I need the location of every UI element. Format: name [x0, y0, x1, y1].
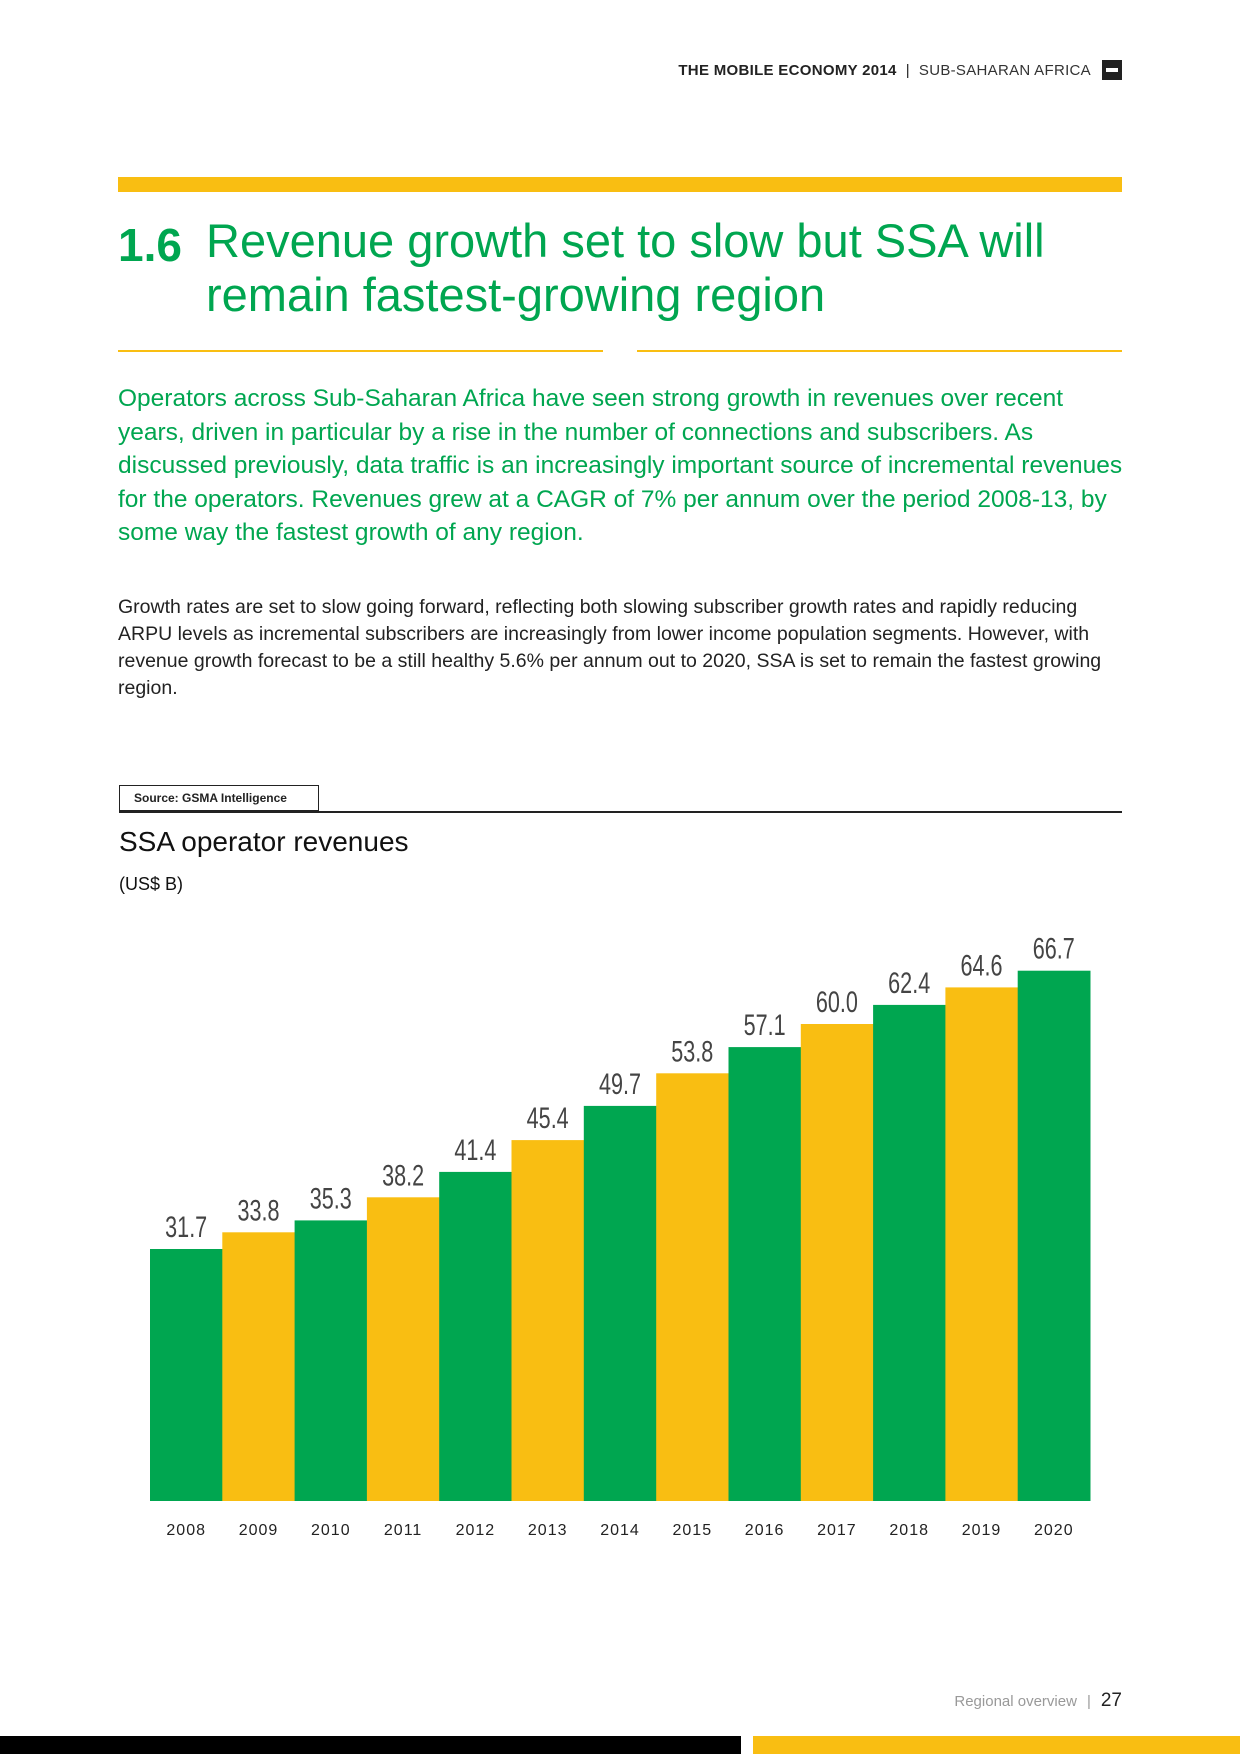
bar-2010	[294, 1220, 368, 1501]
data-label-2015: 53.8	[671, 1034, 713, 1068]
data-label-2018: 62.4	[888, 965, 930, 999]
bottom-bar-yellow	[753, 1736, 1240, 1754]
bar-2018	[873, 1004, 946, 1501]
revenue-bar-chart: 31.7 2008 33.8 2009 35.3 2010 38.2 2011 41.4 2012…	[150, 931, 1091, 1539]
section-title: Revenue growth set to slow but SSA will …	[206, 214, 1045, 321]
data-label-2019: 64.6	[960, 948, 1002, 982]
data-label-2010: 35.3	[310, 1181, 352, 1215]
data-label-2012: 41.4	[454, 1132, 496, 1166]
bar-2017	[800, 1024, 874, 1501]
page-footer: Regional overview | 27	[954, 1690, 1122, 1712]
report-title: THE MOBILE ECONOMY 2014	[678, 61, 897, 79]
bottom-bar-black	[0, 1736, 741, 1754]
chart-title: SSA operator revenues	[119, 826, 409, 857]
page-header: THE MOBILE ECONOMY 2014 | SUB-SAHARAN AF…	[678, 60, 1122, 80]
footer-section: Regional overview	[954, 1692, 1077, 1710]
x-tick-2019: 2019	[962, 1522, 1002, 1539]
x-tick-2010: 2010	[311, 1522, 351, 1539]
data-label-2020: 66.7	[1033, 931, 1075, 965]
bar-2019	[945, 987, 1019, 1501]
data-label-2008: 31.7	[165, 1209, 207, 1243]
x-tick-2013: 2013	[528, 1522, 568, 1539]
bar-2014	[583, 1105, 657, 1501]
data-label-2011: 38.2	[382, 1158, 424, 1192]
data-label-2014: 49.7	[599, 1066, 641, 1100]
section-top-bar	[118, 177, 1122, 192]
bar-2016	[728, 1047, 802, 1501]
bar-2013	[511, 1140, 585, 1501]
title-rule-right	[637, 350, 1122, 352]
header-separator: |	[905, 61, 910, 79]
source-rule	[119, 811, 1122, 813]
bar-2009	[222, 1232, 296, 1501]
x-tick-2020: 2020	[1034, 1522, 1074, 1539]
source-label: Source: GSMA Intelligence	[119, 785, 319, 811]
bar-2020	[1017, 970, 1091, 1501]
footer-separator: |	[1086, 1692, 1091, 1710]
section-number: 1.6	[118, 219, 182, 271]
x-tick-2014: 2014	[600, 1522, 640, 1539]
data-label-2013: 45.4	[527, 1101, 569, 1135]
x-tick-2016: 2016	[745, 1522, 785, 1539]
chart-unit: (US$ B)	[119, 874, 184, 894]
intro-paragraph: Operators across Sub-Saharan Africa have…	[118, 385, 1123, 546]
x-tick-2015: 2015	[673, 1522, 713, 1539]
region-name: SUB-SAHARAN AFRICA	[918, 61, 1091, 79]
x-tick-2017: 2017	[817, 1522, 857, 1539]
bar-2012	[439, 1171, 512, 1501]
x-tick-2009: 2009	[239, 1522, 279, 1539]
x-tick-2012: 2012	[456, 1522, 496, 1539]
x-tick-2018: 2018	[889, 1522, 929, 1539]
x-tick-2008: 2008	[166, 1522, 206, 1539]
bar-2011	[366, 1197, 440, 1501]
title-rule-left	[118, 350, 603, 352]
x-tick-2011: 2011	[384, 1522, 422, 1539]
data-label-2016: 57.1	[744, 1008, 786, 1042]
bar-2008	[150, 1249, 223, 1501]
data-label-2009: 33.8	[237, 1193, 279, 1227]
data-label-2017: 60.0	[816, 984, 858, 1018]
body-paragraph: Growth rates are set to slow going forwa…	[118, 596, 1102, 699]
gsma-logo-icon	[1102, 60, 1122, 80]
page-number: 27	[1100, 1690, 1122, 1711]
bar-2015	[656, 1073, 729, 1501]
